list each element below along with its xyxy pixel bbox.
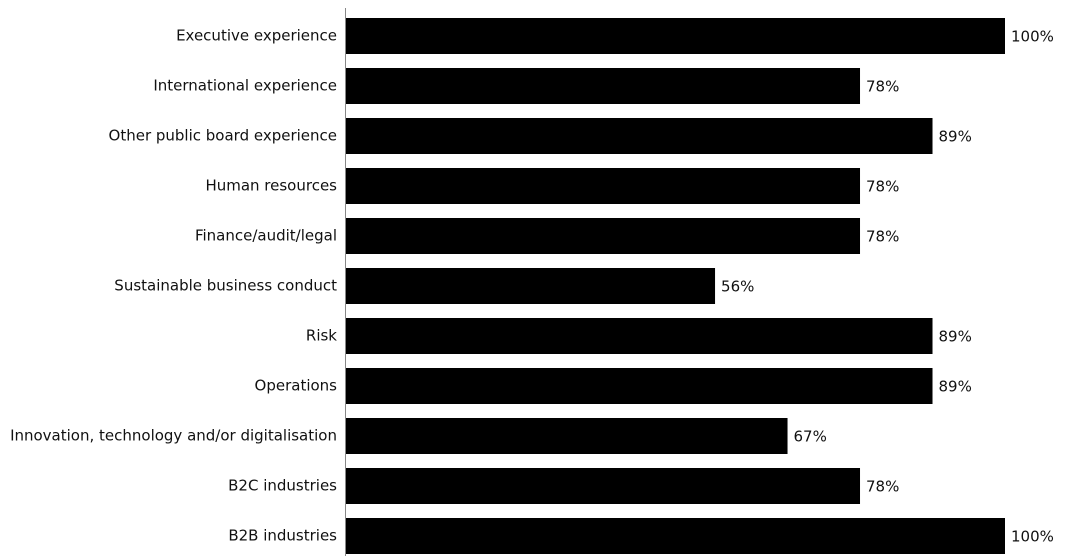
category-label: Executive experience bbox=[176, 27, 337, 45]
data-label: 78% bbox=[866, 178, 899, 196]
bar bbox=[346, 168, 861, 204]
bar bbox=[346, 118, 933, 154]
category-label: Other public board experience bbox=[109, 127, 337, 145]
data-label: 89% bbox=[939, 328, 972, 346]
data-label: 100% bbox=[1011, 28, 1054, 46]
data-label: 100% bbox=[1011, 528, 1054, 546]
data-label: 56% bbox=[721, 278, 754, 296]
data-label: 78% bbox=[866, 228, 899, 246]
category-label: Risk bbox=[306, 327, 337, 345]
bar bbox=[346, 368, 933, 404]
data-label: 67% bbox=[794, 428, 827, 446]
category-label: Finance/audit/legal bbox=[195, 227, 337, 245]
category-label: B2B industries bbox=[228, 527, 337, 545]
bar bbox=[346, 18, 1005, 54]
data-label: 89% bbox=[939, 378, 972, 396]
category-label: Sustainable business conduct bbox=[114, 277, 337, 295]
bar bbox=[346, 318, 933, 354]
category-label: B2C industries bbox=[228, 477, 337, 495]
data-label: 78% bbox=[866, 78, 899, 96]
category-label: Human resources bbox=[205, 177, 337, 195]
category-label: Innovation, technology and/or digitalisa… bbox=[10, 427, 337, 445]
bar bbox=[346, 418, 788, 454]
data-label: 78% bbox=[866, 478, 899, 496]
bar bbox=[346, 68, 861, 104]
bars-layer bbox=[346, 18, 1005, 554]
category-label: International experience bbox=[153, 77, 337, 95]
labels-layer: Executive experience 100% International ex… bbox=[10, 27, 1054, 546]
bar bbox=[346, 518, 1005, 554]
category-label: Operations bbox=[255, 377, 338, 395]
bar bbox=[346, 268, 716, 304]
bar bbox=[346, 468, 861, 504]
bar bbox=[346, 218, 861, 254]
data-label: 89% bbox=[939, 128, 972, 146]
